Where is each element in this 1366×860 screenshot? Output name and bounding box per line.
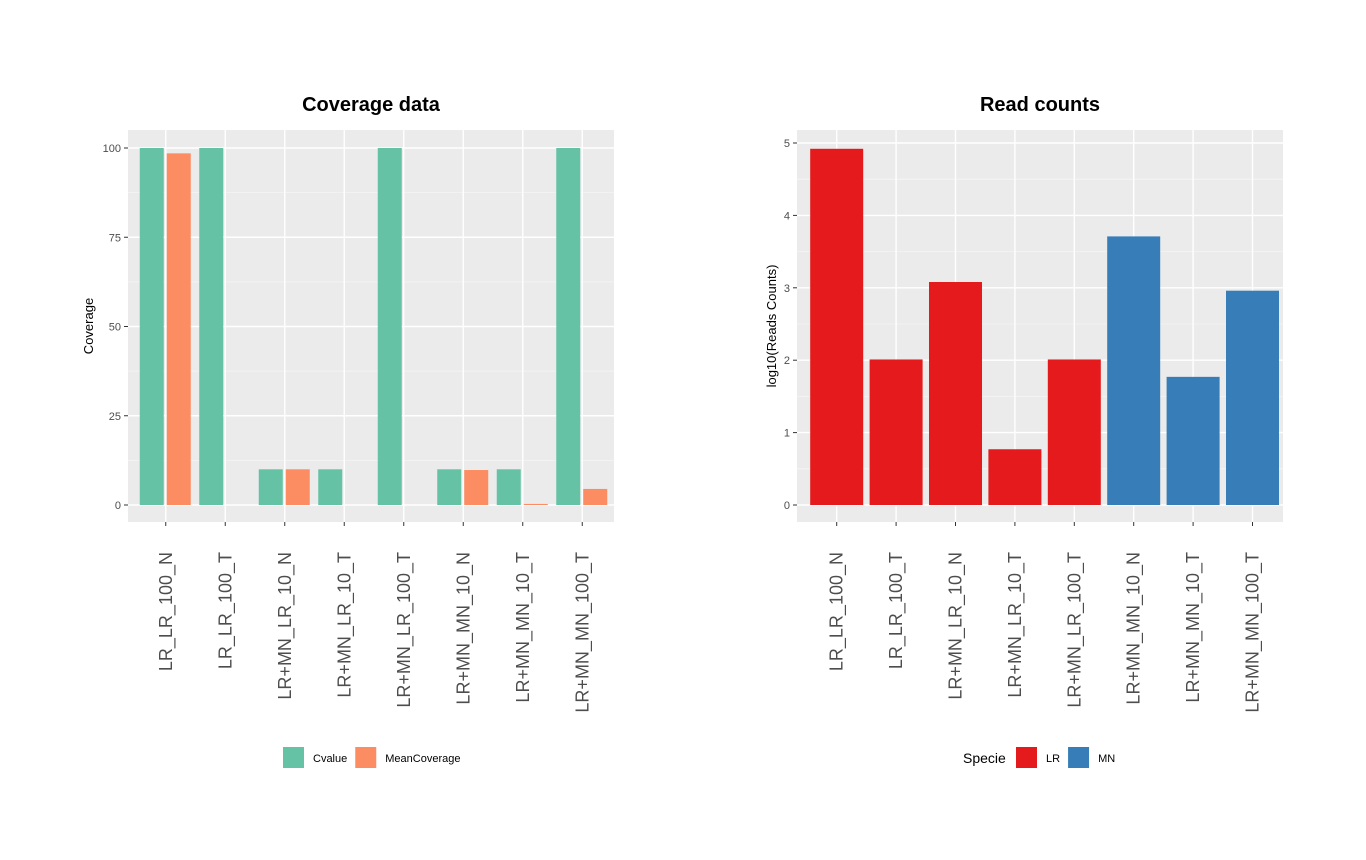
x-tick-label: LR+MN_MN_10_N bbox=[1124, 552, 1145, 705]
legend-swatch-mn bbox=[1068, 747, 1090, 768]
legend: Cvalue MeanCoverage bbox=[283, 747, 460, 768]
legend-swatch-lr bbox=[1016, 747, 1037, 768]
legend-label: MN bbox=[1098, 753, 1115, 765]
bar-2 bbox=[929, 282, 982, 505]
bar-6 bbox=[1166, 376, 1220, 505]
x-tick-label: LR+MN_MN_10_N bbox=[453, 552, 474, 705]
bar-cvalue-3 bbox=[318, 469, 343, 505]
bar-1 bbox=[869, 359, 923, 505]
x-tick-label: LR+MN_LR_100_T bbox=[1064, 552, 1085, 708]
bar-cvalue-5 bbox=[437, 469, 462, 505]
x-tick-label: LR+MN_MN_10_T bbox=[513, 552, 534, 703]
legend-label: LR bbox=[1046, 753, 1060, 765]
y-tick-label: 5 bbox=[784, 138, 790, 150]
x-tick-label: LR+MN_MN_10_T bbox=[1183, 552, 1204, 703]
bar-meancoverage-7 bbox=[583, 488, 608, 505]
bar-meancoverage-6 bbox=[523, 503, 548, 505]
bar-meancoverage-5 bbox=[464, 470, 489, 505]
x-tick-label: LR+MN_LR_10_N bbox=[275, 552, 296, 700]
chart-title: Read counts bbox=[980, 94, 1100, 116]
x-tick-label: LR_LR_100_T bbox=[886, 552, 907, 669]
coverage-chart: 0 25 50 75 100 LR_LR_100_N LR_LR_100_T LR+MN_LR… bbox=[81, 94, 614, 768]
bar-cvalue-6 bbox=[496, 469, 521, 505]
y-tick-label: 25 bbox=[109, 411, 121, 423]
bar-cvalue-7 bbox=[556, 148, 581, 505]
y-axis-label: log10(Reads Counts) bbox=[764, 265, 779, 388]
y-axis-label: Coverage bbox=[81, 298, 96, 354]
x-tick-label: LR+MN_LR_100_T bbox=[394, 552, 415, 708]
y-tick-label: 75 bbox=[109, 232, 121, 244]
legend: Specie LR MN bbox=[963, 747, 1115, 768]
legend-swatch-cvalue bbox=[283, 747, 304, 768]
x-tick-label: LR+MN_MN_100_T bbox=[1243, 552, 1264, 713]
y-tick-label: 50 bbox=[109, 322, 121, 334]
x-tick-label: LR+MN_LR_10_N bbox=[946, 552, 967, 700]
bar-5 bbox=[1107, 236, 1161, 505]
bar-meancoverage-0 bbox=[166, 153, 191, 506]
bar-4 bbox=[1047, 359, 1101, 505]
y-tick-label: 3 bbox=[784, 283, 790, 295]
bar-cvalue-4 bbox=[377, 148, 402, 505]
bar-cvalue-2 bbox=[258, 469, 283, 505]
bar-7 bbox=[1226, 290, 1279, 505]
x-tick-label: LR+MN_LR_10_T bbox=[334, 552, 355, 698]
x-tick-label: LR+MN_LR_10_T bbox=[1005, 552, 1026, 698]
read-counts-chart: 0 1 2 3 4 5 LR_LR_100_N LR_LR_100_T LR+MN_LR_10_… bbox=[764, 94, 1283, 768]
legend-label: MeanCoverage bbox=[385, 753, 460, 765]
y-tick-label: 100 bbox=[103, 143, 121, 155]
bar-cvalue-1 bbox=[199, 148, 224, 505]
y-tick-label: 0 bbox=[115, 500, 121, 512]
y-tick-label: 0 bbox=[784, 500, 790, 512]
x-tick-label: LR_LR_100_N bbox=[156, 552, 177, 671]
chart-title: Coverage data bbox=[302, 94, 441, 116]
legend-label: Cvalue bbox=[313, 753, 347, 765]
x-tick-label: LR+MN_MN_100_T bbox=[572, 552, 593, 713]
y-tick-label: 1 bbox=[784, 428, 790, 440]
bar-cvalue-0 bbox=[139, 148, 164, 505]
legend-title: Specie bbox=[963, 750, 1006, 766]
bar-meancoverage-2 bbox=[285, 469, 310, 505]
x-tick-label: LR_LR_100_T bbox=[215, 552, 236, 669]
x-tick-label: LR_LR_100_N bbox=[827, 552, 848, 671]
bar-3 bbox=[988, 449, 1042, 505]
bar-0 bbox=[810, 148, 864, 506]
y-tick-label: 4 bbox=[784, 210, 790, 222]
y-tick-label: 2 bbox=[784, 355, 790, 367]
legend-swatch-meancoverage bbox=[355, 747, 377, 768]
